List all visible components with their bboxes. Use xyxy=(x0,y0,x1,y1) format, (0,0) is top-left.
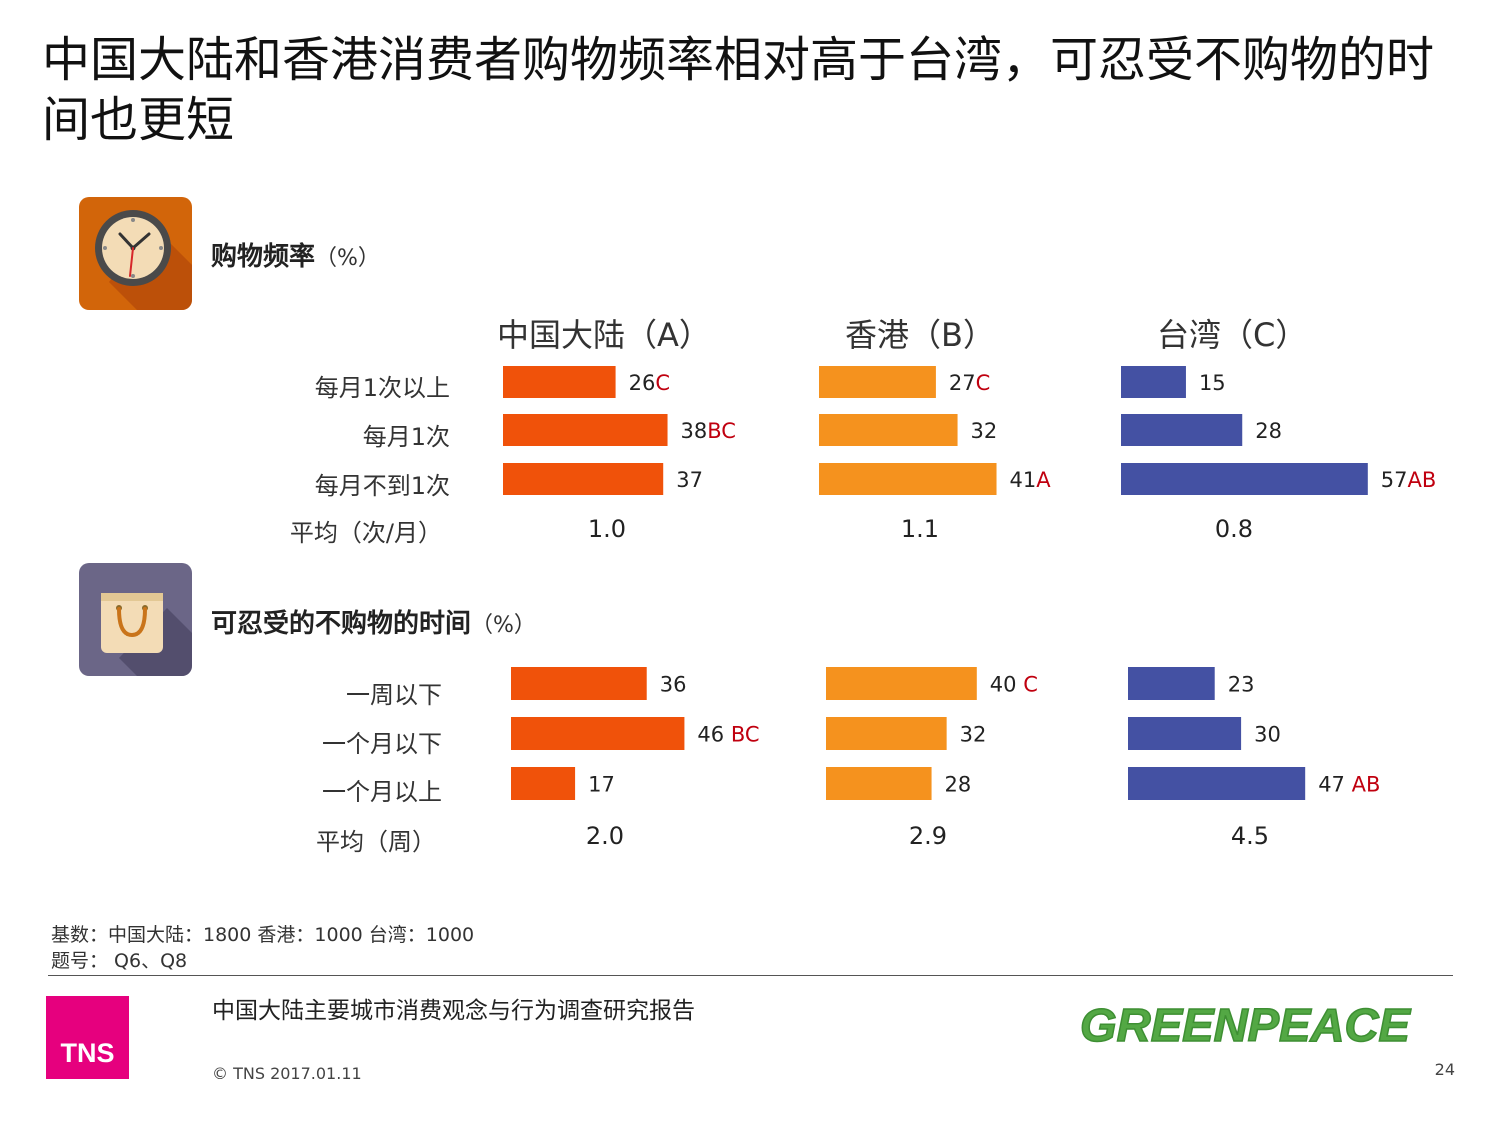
bar-label-1-0-1: 46 BC xyxy=(697,723,759,747)
bar-label-1-1-0: 40 C xyxy=(990,673,1038,697)
bar-0-2-0 xyxy=(1121,366,1186,398)
section1-title: 购物频率（%） xyxy=(211,236,380,273)
avg-value-A: 1.0 xyxy=(587,515,627,543)
tns-logo: TNS xyxy=(46,996,129,1079)
avg-value-B-2: 2.9 xyxy=(908,822,948,850)
significance-marker: BC xyxy=(707,419,736,443)
question-note: 题号： Q6、Q8 xyxy=(51,950,188,972)
significance-marker: C xyxy=(976,371,991,395)
bar-1-0-1 xyxy=(511,717,685,750)
avg-value-A-2: 2.0 xyxy=(585,822,625,850)
significance-marker: A xyxy=(1036,468,1051,492)
clock-icon xyxy=(79,197,192,310)
bar-0-0-2 xyxy=(503,463,664,495)
column-header-B: 香港（B） xyxy=(845,316,995,354)
avg-value-B: 1.1 xyxy=(900,515,940,543)
significance-marker: C xyxy=(655,371,670,395)
section1-title-text: 购物频率 xyxy=(211,242,316,272)
bar-0-1-0 xyxy=(819,366,936,398)
bar-1-2-2 xyxy=(1128,767,1306,800)
row-label-under-month: 一个月以下 xyxy=(322,730,442,758)
copyright: © TNS 2017.01.11 xyxy=(212,1064,362,1083)
bar-1-0-0 xyxy=(511,667,647,700)
report-title: 中国大陆主要城市消费观念与行为调查研究报告 xyxy=(212,998,695,1024)
significance-marker: AB xyxy=(1408,468,1437,492)
footer-divider xyxy=(48,975,1453,976)
row-label-under-week: 一周以下 xyxy=(346,681,442,709)
greenpeace-logo-text: GREENPEACE xyxy=(1080,999,1411,1051)
row-label-less-than-monthly: 每月不到1次 xyxy=(314,472,450,500)
bar-1-2-0 xyxy=(1128,667,1215,700)
significance-marker: C xyxy=(1017,673,1038,697)
bar-1-1-1 xyxy=(826,717,947,750)
section1-unit: （%） xyxy=(315,246,380,271)
bar-0-0-1 xyxy=(503,414,668,446)
significance-marker: BC xyxy=(724,723,759,747)
section2-unit: （%） xyxy=(471,613,536,638)
row-label-monthly-plus: 每月1次以上 xyxy=(314,374,450,402)
bar-label-0-0-2: 37 xyxy=(676,468,703,492)
bar-label-0-0-0: 26C xyxy=(629,371,670,395)
bar-label-1-2-2: 47 AB xyxy=(1318,773,1380,797)
bar-label-0-0-1: 38BC xyxy=(681,419,736,443)
bar-label-0-2-0: 15 xyxy=(1199,371,1226,395)
bar-1-1-0 xyxy=(826,667,977,700)
bar-1-0-2 xyxy=(511,767,576,800)
bar-0-2-2 xyxy=(1121,463,1368,495)
bar-1-2-1 xyxy=(1128,717,1242,750)
bar-0-1-2 xyxy=(819,463,997,495)
bar-label-1-2-1: 30 xyxy=(1254,723,1281,747)
bar-label-0-1-2: 41A xyxy=(1010,468,1052,492)
bar-label-0-1-0: 27C xyxy=(949,371,990,395)
bar-label-0-1-1: 32 xyxy=(971,419,998,443)
bar-label-0-2-2: 57AB xyxy=(1381,468,1437,492)
greenpeace-logo: GREENPEACE xyxy=(1079,998,1412,1052)
avg-value-C-2: 4.5 xyxy=(1230,822,1270,850)
avg-label-weeks: 平均（周） xyxy=(316,828,436,856)
bar-label-1-0-0: 36 xyxy=(660,673,687,697)
bar-label-1-0-2: 17 xyxy=(588,773,615,797)
column-header-C: 台湾（C） xyxy=(1157,316,1308,354)
bar-label-0-2-1: 28 xyxy=(1255,419,1282,443)
column-header-A: 中国大陆（A） xyxy=(497,316,711,354)
base-note: 基数：中国大陆：1800 香港：1000 台湾：1000 xyxy=(51,924,475,946)
avg-label-frequency: 平均（次/月） xyxy=(289,519,442,547)
significance-marker: AB xyxy=(1345,773,1380,797)
section2-title: 可忍受的不购物的时间（%） xyxy=(211,603,536,640)
avg-value-C: 0.8 xyxy=(1214,515,1254,543)
shopping-bag-icon xyxy=(79,563,192,676)
bar-label-1-2-0: 23 xyxy=(1228,673,1255,697)
bar-label-1-1-2: 28 xyxy=(945,773,972,797)
section2-title-text: 可忍受的不购物的时间 xyxy=(211,609,472,639)
page-title: 中国大陆和香港消费者购物频率相对高于台湾，可忍受不购物的时间也更短 xyxy=(42,32,1435,148)
bar-0-0-0 xyxy=(503,366,616,398)
page-number: 24 xyxy=(1434,1060,1455,1079)
bar-1-1-2 xyxy=(826,767,932,800)
row-label-monthly-once: 每月1次 xyxy=(362,423,450,451)
tns-logo-text: TNS xyxy=(60,1038,115,1068)
bar-0-1-1 xyxy=(819,414,958,446)
row-label-over-month: 一个月以上 xyxy=(322,778,442,806)
bar-label-1-1-1: 32 xyxy=(960,723,987,747)
bar-0-2-1 xyxy=(1121,414,1243,446)
